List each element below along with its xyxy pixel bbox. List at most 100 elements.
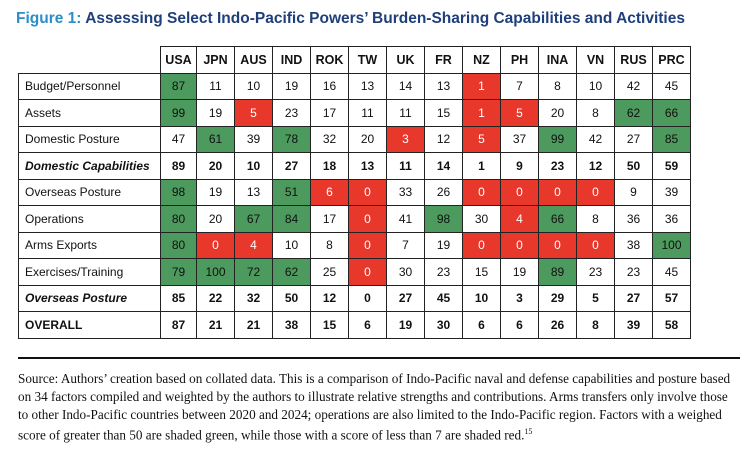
score-cell: 32 bbox=[310, 125, 349, 153]
score-cell: 17 bbox=[310, 205, 349, 233]
score-cell: 23 bbox=[576, 258, 615, 286]
score-cell: 1 bbox=[462, 72, 501, 100]
score-cell: 15 bbox=[462, 258, 501, 286]
score-cell: 10 bbox=[576, 72, 615, 100]
score-cell: 18 bbox=[310, 152, 349, 180]
table-row: Operations 80 20 67 84 17 0 41 98 30 4 66 8 36 36 bbox=[18, 205, 691, 233]
score-cell: 19 bbox=[196, 99, 235, 127]
score-cell: 21 bbox=[234, 311, 273, 339]
score-cell: 85 bbox=[652, 125, 691, 153]
score-cell: 11 bbox=[196, 72, 235, 100]
score-cell: 0 bbox=[538, 231, 577, 259]
score-cell: 98 bbox=[160, 178, 197, 206]
score-cell: 1 bbox=[462, 99, 501, 127]
score-cell: 0 bbox=[462, 231, 501, 259]
score-cell: 67 bbox=[234, 205, 273, 233]
column-header-jpn: JPN bbox=[196, 46, 235, 74]
score-cell: 80 bbox=[160, 205, 197, 233]
score-cell: 42 bbox=[614, 72, 653, 100]
score-cell: 0 bbox=[196, 231, 235, 259]
score-cell: 11 bbox=[386, 99, 425, 127]
score-cell: 39 bbox=[652, 178, 691, 206]
score-cell: 30 bbox=[462, 205, 501, 233]
score-cell: 25 bbox=[310, 258, 349, 286]
score-cell: 100 bbox=[652, 231, 691, 259]
score-cell: 5 bbox=[500, 99, 539, 127]
score-cell: 79 bbox=[160, 258, 197, 286]
score-cell: 19 bbox=[386, 311, 425, 339]
score-cell: 0 bbox=[348, 284, 387, 312]
column-header-tw: TW bbox=[348, 46, 387, 74]
score-cell: 20 bbox=[196, 205, 235, 233]
row-label: Arms Exports bbox=[18, 231, 161, 259]
score-cell: 38 bbox=[614, 231, 653, 259]
column-header-aus: AUS bbox=[234, 46, 273, 74]
score-cell: 21 bbox=[196, 311, 235, 339]
score-cell: 99 bbox=[160, 99, 197, 127]
table-row: Assets 99 19 5 23 17 11 11 15 1 5 20 8 62 66 bbox=[18, 99, 691, 127]
figure-title-text: Assessing Select Indo-Pacific Powers’ Bu… bbox=[85, 10, 685, 27]
score-cell: 16 bbox=[310, 72, 349, 100]
score-cell: 50 bbox=[272, 284, 311, 312]
row-label: Exercises/Training bbox=[18, 258, 161, 286]
column-header-prc: PRC bbox=[652, 46, 691, 74]
score-cell: 5 bbox=[576, 284, 615, 312]
score-cell: 58 bbox=[652, 311, 691, 339]
column-header-ina: INA bbox=[538, 46, 577, 74]
score-cell: 0 bbox=[576, 178, 615, 206]
score-cell: 0 bbox=[538, 178, 577, 206]
score-cell: 45 bbox=[652, 72, 691, 100]
score-cell: 61 bbox=[196, 125, 235, 153]
table-row: Budget/Personnel 87 11 10 19 16 13 14 13 1 7 8 10 42 4… bbox=[18, 72, 691, 100]
column-header-usa: USA bbox=[160, 46, 197, 74]
column-header-vn: VN bbox=[576, 46, 615, 74]
score-cell: 0 bbox=[348, 205, 387, 233]
score-cell: 27 bbox=[272, 152, 311, 180]
score-cell: 99 bbox=[538, 125, 577, 153]
table-header-row: USA JPN AUS IND ROK TW UK FR NZ PH INA VN RUS PRC bbox=[18, 46, 691, 74]
table-row: Overseas Posture 98 19 13 51 6 0 33 26 0 0 0 0 9 39 bbox=[18, 178, 691, 206]
score-cell: 0 bbox=[576, 231, 615, 259]
table-corner bbox=[18, 46, 161, 74]
score-cell: 39 bbox=[614, 311, 653, 339]
score-cell: 36 bbox=[614, 205, 653, 233]
source-note: Source: Authors’ creation based on colla… bbox=[18, 370, 738, 445]
row-label: Domestic Capabilities bbox=[18, 152, 161, 180]
score-cell: 84 bbox=[272, 205, 311, 233]
score-cell: 10 bbox=[272, 231, 311, 259]
score-cell: 19 bbox=[500, 258, 539, 286]
score-cell: 89 bbox=[538, 258, 577, 286]
score-cell: 20 bbox=[196, 152, 235, 180]
score-cell: 89 bbox=[160, 152, 197, 180]
score-cell: 22 bbox=[196, 284, 235, 312]
score-cell: 20 bbox=[538, 99, 577, 127]
score-cell: 15 bbox=[310, 311, 349, 339]
column-header-uk: UK bbox=[386, 46, 425, 74]
figure-label: Figure 1: bbox=[16, 10, 82, 27]
score-cell: 100 bbox=[196, 258, 235, 286]
table-row: Arms Exports 80 0 4 10 8 0 7 19 0 0 0 0 38 100 bbox=[18, 231, 691, 259]
table-row: Overseas Posture 85 22 32 50 12 0 27 45 10 3 29 5 27 5… bbox=[18, 284, 691, 312]
column-header-rok: ROK bbox=[310, 46, 349, 74]
score-cell: 23 bbox=[538, 152, 577, 180]
table-row: OVERALL 87 21 21 38 15 6 19 30 6 6 26 8 39 58 bbox=[18, 311, 691, 339]
score-cell: 66 bbox=[652, 99, 691, 127]
row-label: Budget/Personnel bbox=[18, 72, 161, 100]
score-cell: 13 bbox=[348, 152, 387, 180]
source-text: Source: Authors’ creation based on colla… bbox=[18, 371, 731, 443]
score-cell: 59 bbox=[652, 152, 691, 180]
score-cell: 8 bbox=[576, 311, 615, 339]
column-header-nz: NZ bbox=[462, 46, 501, 74]
score-cell: 23 bbox=[424, 258, 463, 286]
score-cell: 14 bbox=[424, 152, 463, 180]
score-cell: 15 bbox=[424, 99, 463, 127]
score-cell: 26 bbox=[424, 178, 463, 206]
score-cell: 29 bbox=[538, 284, 577, 312]
score-cell: 0 bbox=[500, 178, 539, 206]
score-cell: 13 bbox=[348, 72, 387, 100]
score-cell: 32 bbox=[234, 284, 273, 312]
score-cell: 12 bbox=[576, 152, 615, 180]
row-label: Overseas Posture bbox=[18, 284, 161, 312]
score-cell: 3 bbox=[500, 284, 539, 312]
score-cell: 13 bbox=[234, 178, 273, 206]
